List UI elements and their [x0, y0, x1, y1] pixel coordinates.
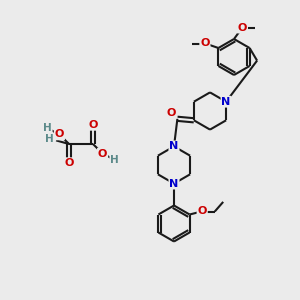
Text: H: H: [110, 155, 119, 165]
Text: N: N: [169, 141, 178, 152]
Text: O: O: [55, 129, 64, 140]
Text: H: H: [43, 123, 52, 133]
Text: O: O: [64, 158, 74, 168]
Text: O: O: [167, 108, 176, 118]
Text: O: O: [238, 22, 247, 33]
Text: H: H: [45, 134, 54, 144]
Text: N: N: [221, 97, 231, 107]
Text: N: N: [169, 178, 178, 189]
Text: O: O: [98, 148, 107, 159]
Text: O: O: [200, 38, 210, 49]
Text: O: O: [88, 120, 98, 130]
Text: O: O: [197, 206, 207, 217]
